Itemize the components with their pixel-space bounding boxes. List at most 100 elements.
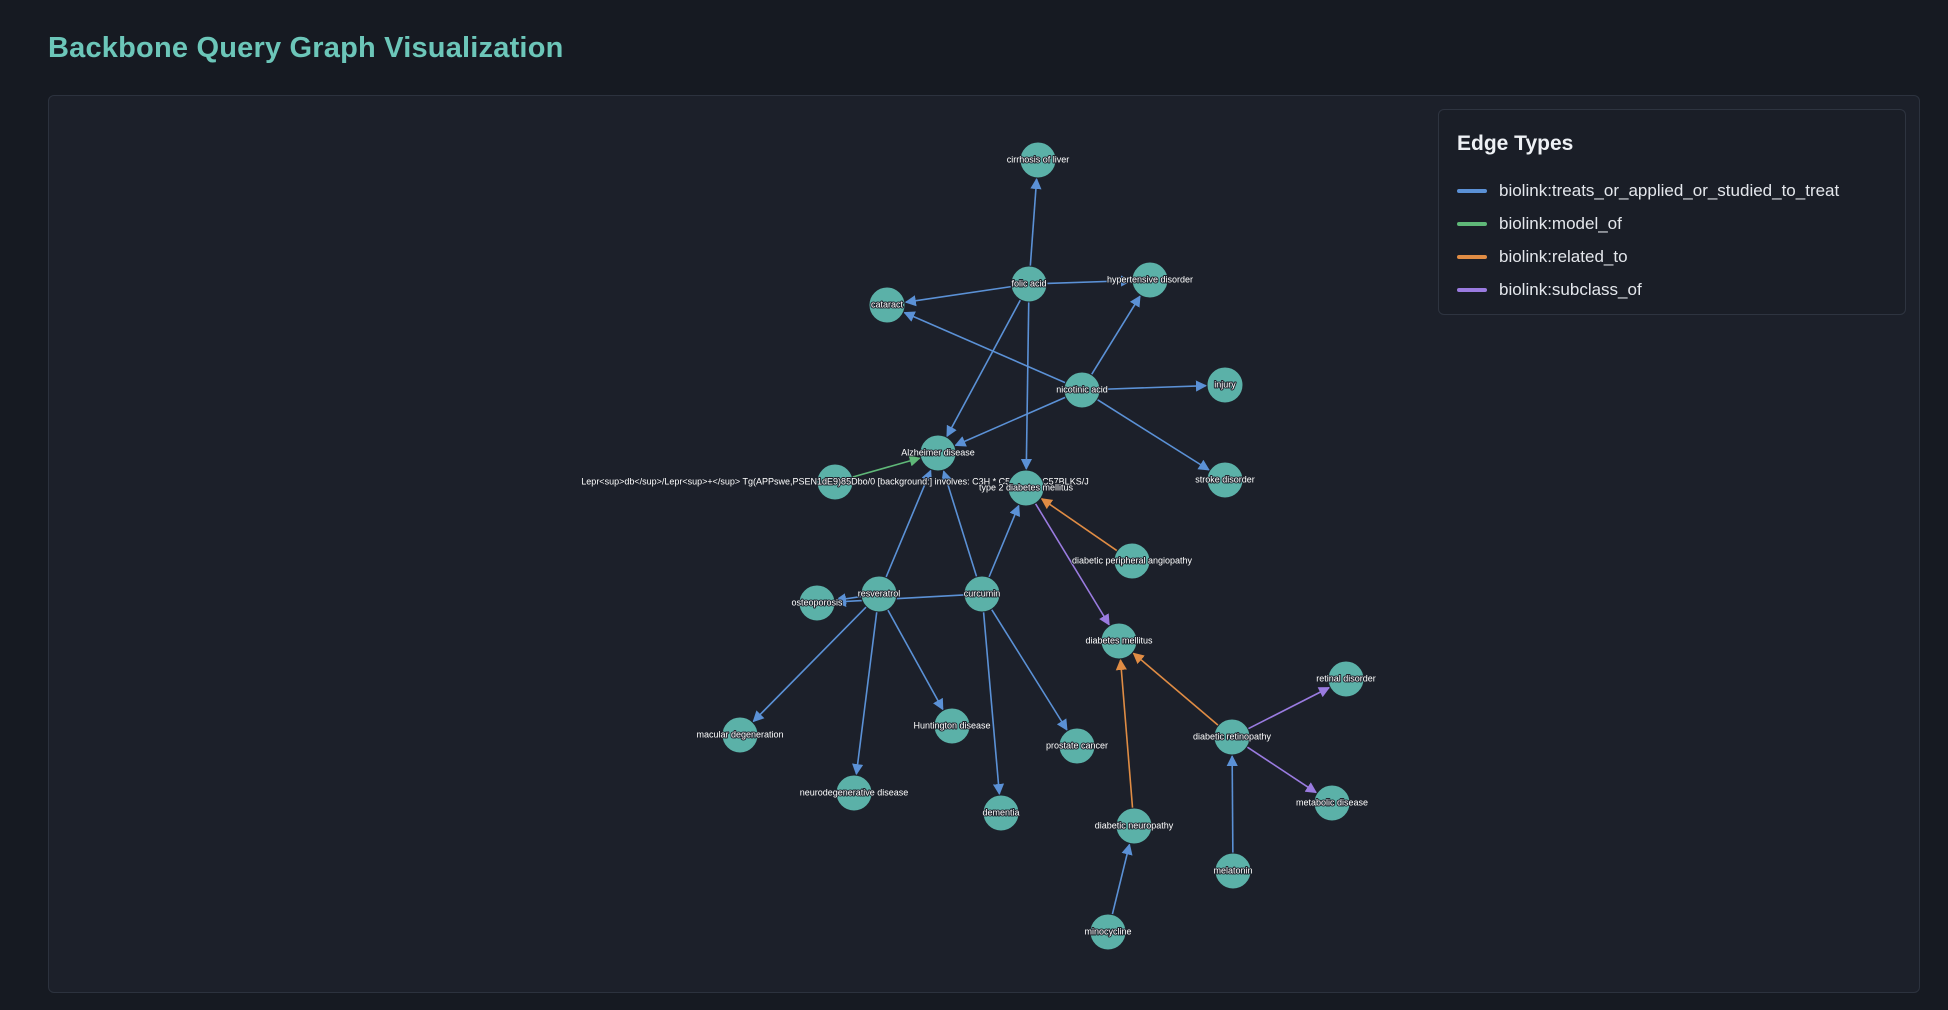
edge-curcumin-osteoporosis xyxy=(834,594,965,608)
legend-label-related-to: biolink:related_to xyxy=(1499,246,1628,266)
edge-curcumin-prostate xyxy=(990,608,1068,731)
node-label: neurodegenerative disease xyxy=(800,787,909,797)
edge-dn-dm xyxy=(1115,658,1134,809)
node-curcumin[interactable]: curcumin xyxy=(963,575,1001,613)
legend-label-subclass-of: biolink:subclass_of xyxy=(1499,279,1642,299)
node-huntington[interactable]: Huntington disease xyxy=(912,707,992,745)
node-dementia[interactable]: dementia xyxy=(981,794,1021,832)
node-t2dm[interactable]: type 2 diabetes mellitus xyxy=(978,469,1075,507)
node-label: resveratrol xyxy=(858,588,901,598)
node-label: diabetic peripheral angiopathy xyxy=(1072,555,1193,565)
node-label: nicotinic acid xyxy=(1056,384,1108,394)
node-circle[interactable] xyxy=(1206,461,1244,499)
edge-t2dm-dm xyxy=(1034,502,1110,626)
node-label: cataract xyxy=(871,299,904,309)
node-alzheimer[interactable]: Alzheimer disease xyxy=(900,434,976,472)
graph-canvas[interactable]: cirrhosis of liver folic acid hypertensive… xyxy=(49,96,1919,992)
node-injury[interactable]: injury xyxy=(1206,366,1244,404)
node-circle[interactable] xyxy=(1115,807,1153,845)
node-folic[interactable]: folic acid xyxy=(1010,265,1048,303)
edge-resveratrol-neurodeg xyxy=(852,611,878,776)
node-hypertensive[interactable]: hypertensive disorder xyxy=(1106,261,1194,299)
node-circle[interactable] xyxy=(1100,622,1138,660)
edge-folic-t2dm xyxy=(1020,301,1033,471)
legend-swatch-related-to xyxy=(1457,254,1487,259)
node-circle[interactable] xyxy=(1113,542,1151,580)
node-circle[interactable] xyxy=(1214,852,1252,890)
node-label: Lepr<sup>db</sup>/Lepr<sup>+</sup> Tg(AP… xyxy=(581,476,1088,486)
node-label: Huntington disease xyxy=(913,720,990,730)
node-circle[interactable] xyxy=(1019,141,1057,179)
node-retinal[interactable]: retinal disorder xyxy=(1315,660,1377,698)
node-neurodeg[interactable]: neurodegenerative disease xyxy=(799,774,909,812)
legend-item-model-of: biolink:model_of xyxy=(1457,207,1887,240)
edge-types-legend: Edge Types biolink:treats_or_applied_or_… xyxy=(1438,109,1906,315)
node-macular[interactable]: macular degeneration xyxy=(695,716,785,754)
node-lepr[interactable]: Lepr<sup>db</sup>/Lepr<sup>+</sup> Tg(AP… xyxy=(580,463,1090,501)
edge-resveratrol-huntington xyxy=(887,609,944,711)
node-circle[interactable] xyxy=(933,707,971,745)
node-label: diabetes mellitus xyxy=(1085,635,1153,645)
edge-nicotinic-cataract xyxy=(903,311,1066,384)
edge-layer xyxy=(752,177,1331,915)
edge-lepr-alzheimer xyxy=(852,455,921,478)
node-circle[interactable] xyxy=(1213,718,1251,756)
node-circle[interactable] xyxy=(1206,366,1244,404)
node-nicotinic[interactable]: nicotinic acid xyxy=(1055,371,1109,409)
edge-folic-cataract xyxy=(904,285,1012,307)
node-circle[interactable] xyxy=(1010,265,1048,303)
node-label: folic acid xyxy=(1011,278,1046,288)
node-cataract[interactable]: cataract xyxy=(868,286,906,324)
edge-dr-metabolic xyxy=(1246,746,1318,794)
node-label: melatonin xyxy=(1213,865,1252,875)
node-dn[interactable]: diabetic neuropathy xyxy=(1094,807,1175,845)
node-circle[interactable] xyxy=(798,584,836,622)
node-circle[interactable] xyxy=(982,794,1020,832)
node-label: macular degeneration xyxy=(696,729,783,739)
node-label: dementia xyxy=(982,807,1019,817)
node-label: Alzheimer disease xyxy=(901,447,975,457)
node-label: injury xyxy=(1214,379,1236,389)
node-circle[interactable] xyxy=(1063,371,1101,409)
edge-folic-cirrhosis xyxy=(1029,177,1042,267)
node-prostate[interactable]: prostate cancer xyxy=(1045,727,1109,765)
node-metabolic[interactable]: metabolic disease xyxy=(1295,784,1369,822)
node-circle[interactable] xyxy=(816,463,854,501)
edge-folic-alzheimer xyxy=(946,299,1022,438)
node-label: type 2 diabetes mellitus xyxy=(979,482,1074,492)
node-circle[interactable] xyxy=(1327,660,1365,698)
edge-curcumin-dementia xyxy=(982,611,1005,796)
node-label: cirrhosis of liver xyxy=(1007,154,1070,164)
node-circle[interactable] xyxy=(1131,261,1169,299)
node-circle[interactable] xyxy=(1089,913,1127,951)
node-circle[interactable] xyxy=(1313,784,1351,822)
node-circle[interactable] xyxy=(1007,469,1045,507)
node-label: stroke disorder xyxy=(1195,474,1255,484)
edge-dr-retinal xyxy=(1247,686,1331,730)
legend-label-model-of: biolink:model_of xyxy=(1499,213,1622,233)
node-dm[interactable]: diabetes mellitus xyxy=(1084,622,1154,660)
edge-minocycline-dn xyxy=(1111,843,1133,915)
legend-title: Edge Types xyxy=(1457,132,1574,155)
node-label: minocycline xyxy=(1084,926,1131,936)
node-label: prostate cancer xyxy=(1046,740,1108,750)
node-dpa[interactable]: diabetic peripheral angiopathy xyxy=(1071,542,1194,580)
node-stroke[interactable]: stroke disorder xyxy=(1194,461,1256,499)
node-circle[interactable] xyxy=(721,716,759,754)
graph-panel[interactable]: cirrhosis of liver folic acid hypertensive… xyxy=(48,95,1920,993)
node-circle[interactable] xyxy=(1058,727,1096,765)
node-dr[interactable]: diabetic retinopathy xyxy=(1192,718,1273,756)
node-label: curcumin xyxy=(964,588,1001,598)
node-circle[interactable] xyxy=(835,774,873,812)
edge-nicotinic-stroke xyxy=(1096,398,1210,471)
node-resveratrol[interactable]: resveratrol xyxy=(857,575,901,613)
node-circle[interactable] xyxy=(868,286,906,324)
node-cirrhosis[interactable]: cirrhosis of liver xyxy=(1006,141,1070,179)
node-circle[interactable] xyxy=(963,575,1001,613)
node-circle[interactable] xyxy=(919,434,957,472)
node-minocycline[interactable]: minocycline xyxy=(1083,913,1133,951)
node-osteoporosis[interactable]: osteoporosis xyxy=(790,584,844,622)
node-circle[interactable] xyxy=(860,575,898,613)
node-melatonin[interactable]: melatonin xyxy=(1212,852,1254,890)
edge-dpa-t2dm xyxy=(1040,498,1118,552)
